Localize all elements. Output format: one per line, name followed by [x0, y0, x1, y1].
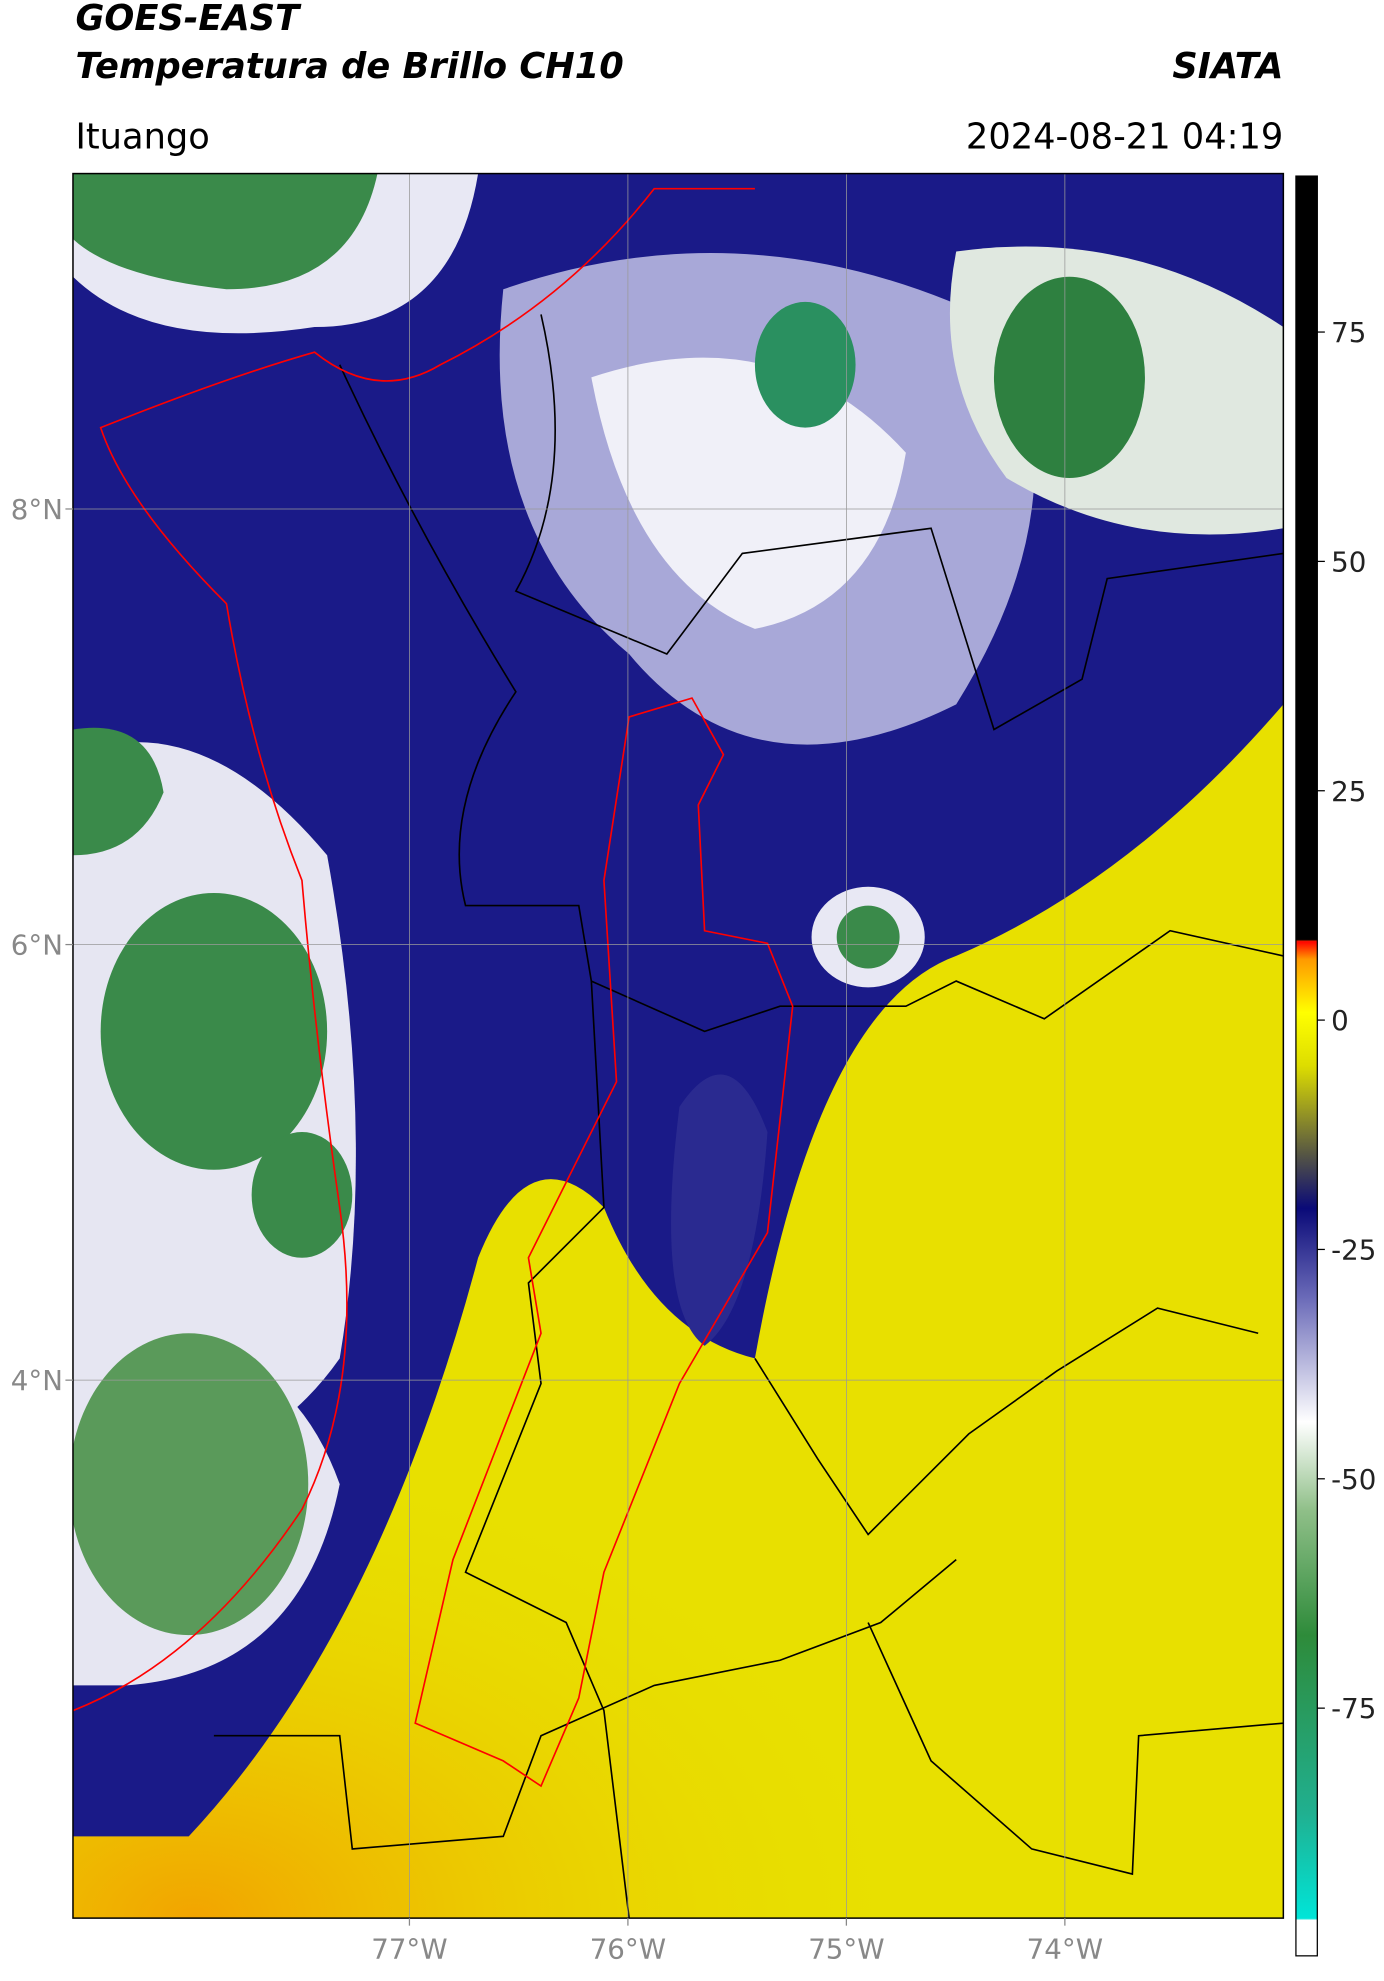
x-tick-label: 74°W: [1027, 1932, 1103, 1965]
x-tick-label: 76°W: [590, 1932, 666, 1965]
borders: [213, 314, 1284, 1919]
colorbar-tick-label: 75: [1331, 316, 1366, 349]
region-border: [72, 187, 794, 1788]
colorbar-tick-label: 25: [1331, 775, 1366, 808]
graticule: [72, 173, 1284, 1919]
x-tick-label: 75°W: [808, 1932, 884, 1965]
timestamp: 2024-08-21 04:19: [966, 116, 1283, 157]
y-tick-label: 4°N: [11, 1364, 63, 1397]
y-tick-label: 6°N: [11, 929, 63, 962]
y-tick-label: 8°N: [11, 493, 63, 526]
colorbar-tick-label: 50: [1331, 545, 1366, 578]
colorbar-tick-label: -50: [1331, 1463, 1376, 1496]
location: Ituango: [75, 116, 209, 157]
source: SIATA: [1172, 46, 1283, 87]
colorbar-tick-label: -25: [1331, 1234, 1376, 1267]
colorbar-tick-label: -75: [1331, 1692, 1376, 1725]
satellite-image: [72, 173, 1284, 1919]
title: GOES-EAST: [75, 0, 302, 39]
subtitle: Temperatura de Brillo CH10: [75, 46, 623, 87]
x-tick-label: 77°W: [371, 1932, 447, 1965]
map-frame: [72, 172, 1285, 1919]
colorbar: [1295, 175, 1318, 1957]
colorbar-tick-label: 0: [1331, 1004, 1349, 1037]
